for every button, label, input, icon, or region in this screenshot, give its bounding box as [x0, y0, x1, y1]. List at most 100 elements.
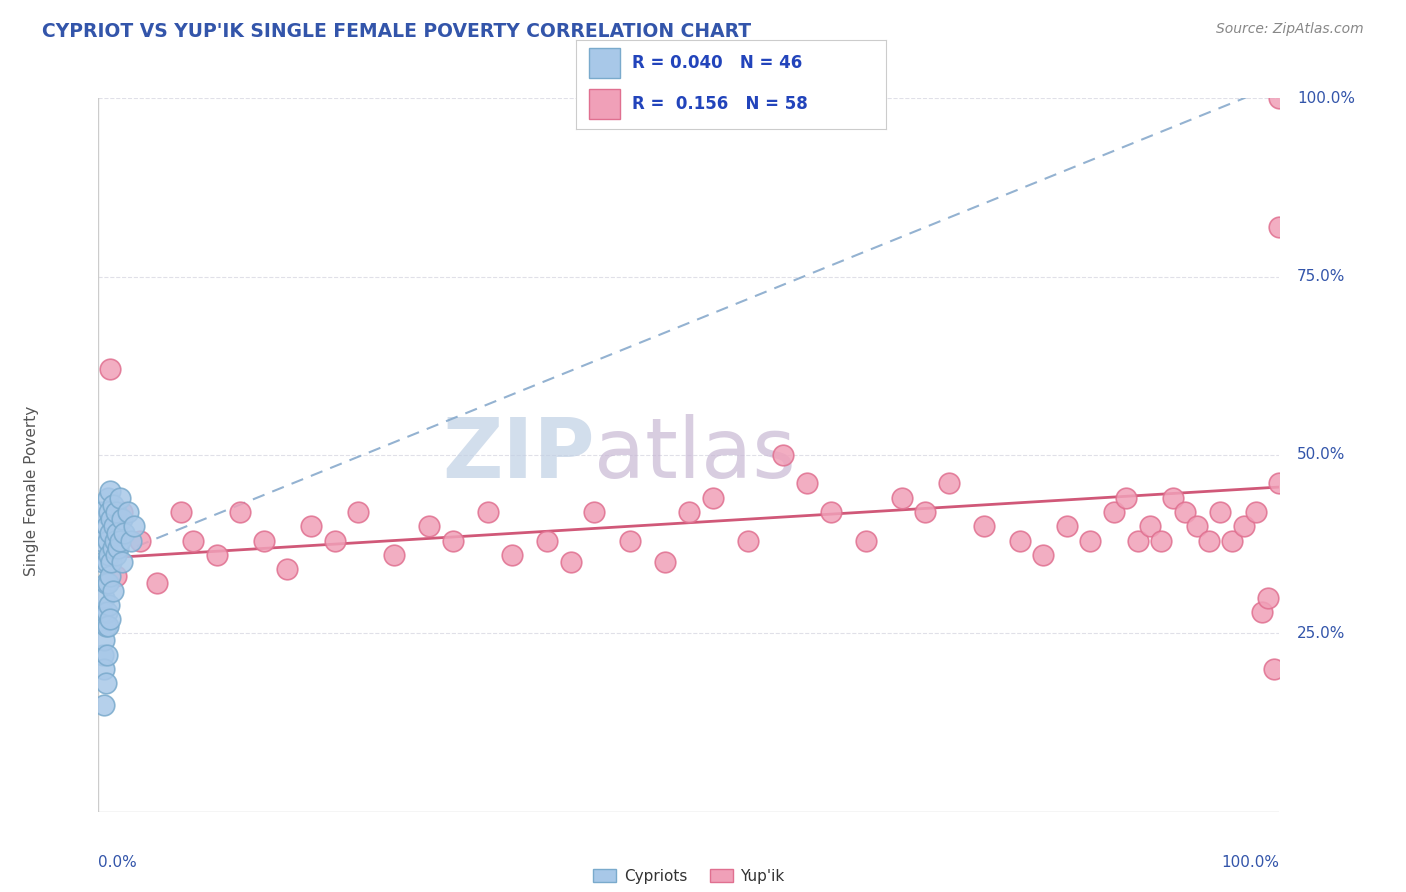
Text: 50.0%: 50.0% [1298, 448, 1346, 462]
Point [205, 548, 228, 562]
Point [1268, 219, 1291, 234]
Point [112, 526, 135, 541]
Point [737, 533, 759, 548]
Point [1209, 505, 1232, 519]
Point [619, 533, 641, 548]
Point [111, 555, 134, 569]
Point [98, 612, 121, 626]
Point [1198, 533, 1220, 548]
Point [796, 476, 818, 491]
Point [94, 619, 117, 633]
Point [98, 569, 121, 583]
Point [100, 512, 122, 526]
Text: 75.0%: 75.0% [1298, 269, 1346, 284]
Point [94, 676, 117, 690]
Point [98, 526, 121, 541]
Text: R =  0.156   N = 58: R = 0.156 N = 58 [633, 95, 808, 113]
Point [93, 633, 115, 648]
Point [94, 576, 117, 591]
Point [1268, 476, 1291, 491]
Point [1268, 91, 1291, 105]
Bar [589, 89, 620, 119]
Point [323, 533, 346, 548]
Bar [589, 48, 620, 78]
Text: 0.0%: 0.0% [98, 855, 138, 870]
Point [108, 533, 131, 548]
Point [276, 562, 298, 576]
Point [1250, 605, 1272, 619]
Point [820, 505, 842, 519]
Point [654, 555, 676, 569]
Point [93, 698, 115, 712]
Point [441, 533, 464, 548]
Point [101, 541, 124, 555]
Point [111, 512, 134, 526]
Point [93, 662, 115, 676]
Point [97, 576, 120, 591]
Point [181, 533, 204, 548]
Point [97, 619, 120, 633]
Point [1102, 505, 1125, 519]
Point [96, 648, 118, 662]
Text: ZIP: ZIP [441, 415, 595, 495]
Point [98, 598, 121, 612]
Point [105, 569, 128, 583]
Point [973, 519, 995, 533]
Point [1220, 533, 1243, 548]
Point [98, 362, 121, 376]
Point [1032, 548, 1054, 562]
Point [98, 505, 121, 519]
Point [1008, 533, 1031, 548]
Point [347, 505, 370, 519]
Point [938, 476, 960, 491]
Point [105, 505, 128, 519]
Point [1161, 491, 1184, 505]
Point [1244, 505, 1267, 519]
Point [1056, 519, 1078, 533]
Point [299, 519, 322, 533]
Point [107, 541, 129, 555]
Point [101, 583, 124, 598]
Point [122, 519, 145, 533]
Point [1257, 591, 1279, 605]
Point [1115, 491, 1137, 505]
Text: 100.0%: 100.0% [1298, 91, 1355, 105]
Point [1139, 519, 1161, 533]
Legend: Cypriots, Yup'ik: Cypriots, Yup'ik [586, 863, 792, 889]
Text: Single Female Poverty: Single Female Poverty [24, 406, 39, 575]
Point [702, 491, 724, 505]
Point [253, 533, 276, 548]
Point [96, 555, 118, 569]
Point [1150, 533, 1173, 548]
Point [98, 548, 121, 562]
Point [104, 533, 127, 548]
Point [111, 505, 134, 519]
Point [93, 591, 115, 605]
Point [91, 533, 114, 548]
Point [890, 491, 912, 505]
Point [418, 519, 440, 533]
Point [583, 505, 606, 519]
Text: 100.0%: 100.0% [1222, 855, 1279, 870]
Point [1233, 519, 1256, 533]
Text: R = 0.040   N = 46: R = 0.040 N = 46 [633, 54, 803, 72]
Text: atlas: atlas [595, 415, 796, 495]
Point [229, 505, 252, 519]
Point [90, 505, 112, 519]
Point [121, 533, 143, 548]
Point [772, 448, 794, 462]
Point [1080, 533, 1102, 548]
Point [1126, 533, 1149, 548]
Point [96, 605, 118, 619]
Point [382, 548, 405, 562]
Point [97, 491, 120, 505]
Text: 25.0%: 25.0% [1298, 626, 1346, 640]
Point [501, 548, 523, 562]
Point [536, 533, 558, 548]
Point [560, 555, 582, 569]
Point [117, 505, 139, 519]
Point [103, 519, 125, 533]
Point [105, 548, 128, 562]
Point [477, 505, 499, 519]
Point [128, 533, 150, 548]
